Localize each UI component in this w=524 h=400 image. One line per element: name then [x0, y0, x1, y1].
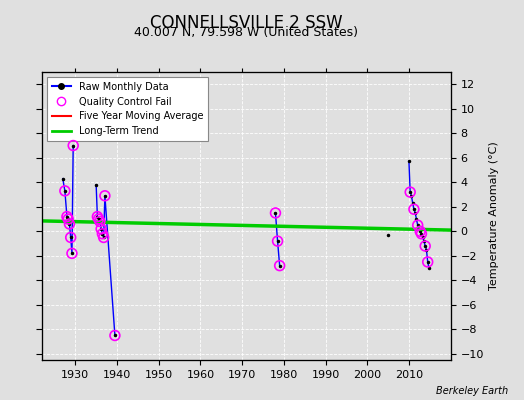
- Point: [274, 238, 282, 244]
- Point: [69, 142, 78, 149]
- Point: [423, 259, 432, 265]
- Point: [94, 216, 103, 222]
- Point: [417, 230, 425, 237]
- Point: [68, 250, 76, 256]
- Point: [61, 188, 69, 194]
- Text: Berkeley Earth: Berkeley Earth: [436, 386, 508, 396]
- Legend: Raw Monthly Data, Quality Control Fail, Five Year Moving Average, Long-Term Tren: Raw Monthly Data, Quality Control Fail, …: [47, 77, 208, 141]
- Point: [271, 210, 280, 216]
- Point: [100, 234, 108, 241]
- Point: [96, 218, 104, 225]
- Point: [98, 230, 106, 237]
- Point: [413, 222, 422, 228]
- Point: [93, 214, 102, 220]
- Text: CONNELLSVILLE 2 SSW: CONNELLSVILLE 2 SSW: [150, 14, 343, 32]
- Point: [276, 262, 284, 269]
- Point: [101, 192, 109, 199]
- Point: [66, 221, 74, 227]
- Y-axis label: Temperature Anomaly (°C): Temperature Anomaly (°C): [489, 142, 499, 290]
- Point: [406, 189, 414, 195]
- Point: [111, 332, 119, 339]
- Point: [97, 226, 105, 232]
- Point: [63, 214, 71, 220]
- Point: [416, 228, 424, 234]
- Point: [410, 206, 418, 212]
- Text: 40.007 N, 79.598 W (United States): 40.007 N, 79.598 W (United States): [134, 26, 358, 39]
- Point: [64, 216, 72, 222]
- Point: [67, 234, 75, 241]
- Point: [421, 243, 429, 249]
